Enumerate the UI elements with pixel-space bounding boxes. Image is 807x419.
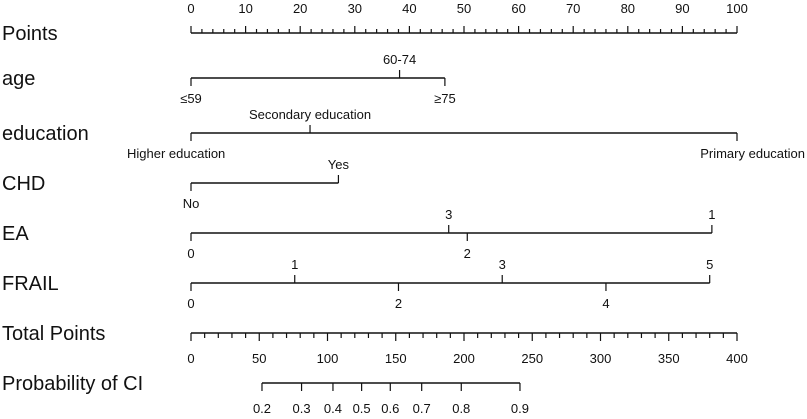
total-points-tick-label: 350 <box>658 351 680 366</box>
points-row-label: Points <box>2 23 58 45</box>
total-points-tick-label: 200 <box>453 351 475 366</box>
frail-level-label: 2 <box>395 296 402 311</box>
age-row-label: age <box>2 68 35 90</box>
probability-tick-label: 0.7 <box>413 401 431 416</box>
ea-level-label: 3 <box>445 207 452 222</box>
points-tick-label: 60 <box>511 1 525 16</box>
total-points-tick-label: 150 <box>385 351 407 366</box>
frail-level-label: 1 <box>291 257 298 272</box>
points-tick-label: 90 <box>675 1 689 16</box>
frail-level-label: 3 <box>499 257 506 272</box>
frail-level-label: 4 <box>602 296 609 311</box>
frail-level-label: 0 <box>187 296 194 311</box>
total-points-tick-label: 100 <box>317 351 339 366</box>
probability-tick-label: 0.6 <box>381 401 399 416</box>
total-points-tick-label: 250 <box>521 351 543 366</box>
probability-tick-label: 0.8 <box>452 401 470 416</box>
chd-level-label: Yes <box>328 157 350 172</box>
age-level-label: ≥75 <box>434 91 456 106</box>
points-tick-label: 70 <box>566 1 580 16</box>
probability-tick-label: 0.4 <box>324 401 342 416</box>
education-row-label: education <box>2 123 89 145</box>
points-tick-label: 20 <box>293 1 307 16</box>
points-tick-label: 50 <box>457 1 471 16</box>
education-level-label: Secondary education <box>249 107 371 122</box>
points-tick-label: 80 <box>621 1 635 16</box>
age-level-label: 60-74 <box>383 52 416 67</box>
ea-level-label: 2 <box>464 246 471 261</box>
points-tick-label: 10 <box>238 1 252 16</box>
probability-tick-label: 0.2 <box>253 401 271 416</box>
probability-tick-label: 0.5 <box>353 401 371 416</box>
probability-tick-label: 0.3 <box>293 401 311 416</box>
frail-level-label: 5 <box>706 257 713 272</box>
total-points-tick-label: 0 <box>187 351 194 366</box>
ea-level-label: 0 <box>187 246 194 261</box>
points-tick-label: 30 <box>348 1 362 16</box>
ea-level-label: 1 <box>708 207 715 222</box>
total-points-row-label: Total Points <box>2 323 105 345</box>
total-points-tick-label: 400 <box>726 351 748 366</box>
probability-row-label: Probability of CI <box>2 373 143 395</box>
total-points-tick-label: 300 <box>590 351 612 366</box>
ea-row-label: EA <box>2 223 29 245</box>
points-tick-label: 40 <box>402 1 416 16</box>
chd-row-label: CHD <box>2 173 45 195</box>
chd-level-label: No <box>183 196 200 211</box>
points-tick-label: 100 <box>726 1 748 16</box>
education-level-label: Higher education <box>127 146 225 161</box>
education-level-label: Primary education <box>700 146 805 161</box>
total-points-tick-label: 50 <box>252 351 266 366</box>
age-level-label: ≤59 <box>180 91 202 106</box>
points-tick-label: 0 <box>187 1 194 16</box>
probability-tick-label: 0.9 <box>511 401 529 416</box>
frail-row-label: FRAIL <box>2 273 59 295</box>
